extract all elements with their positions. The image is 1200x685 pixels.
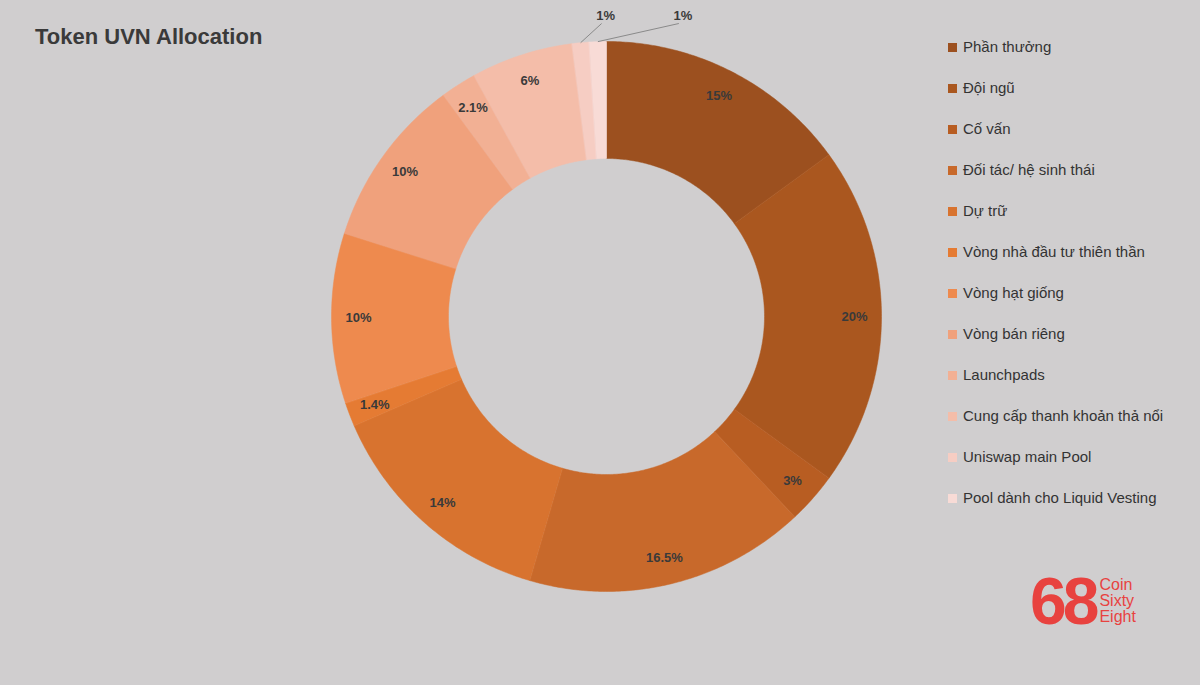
svg-text:20%: 20%: [841, 309, 867, 324]
html-text:Vòng nhà đầu tư thiên thần: Vòng nhà đầu tư thiên thần: [963, 243, 1145, 260]
html-text:Phần thưởng: Phần thưởng: [963, 38, 1052, 55]
html-text:Token UVN Allocation: Token UVN Allocation: [35, 24, 263, 49]
svg-text:16.5%: 16.5%: [646, 550, 683, 565]
svg-text:2.1%: 2.1%: [458, 100, 488, 115]
svg-text:1%: 1%: [596, 8, 615, 23]
html-text:Cung cấp thanh khoản thả nổi: Cung cấp thanh khoản thả nổi: [963, 407, 1164, 424]
svg-text:3%: 3%: [783, 473, 802, 488]
svg-text:1%: 1%: [673, 8, 692, 23]
html-text:Sixty: Sixty: [1099, 592, 1135, 609]
svg-text:6%: 6%: [520, 73, 539, 88]
svg-text:10%: 10%: [392, 164, 418, 179]
html-text:Đối tác/ hệ sinh thái: Đối tác/ hệ sinh thái: [963, 161, 1095, 178]
html-text:Pool dành cho Liquid Vesting: Pool dành cho Liquid Vesting: [963, 489, 1157, 506]
html-text:Coin: Coin: [1099, 576, 1133, 593]
html-text:Uniswap main Pool: Uniswap main Pool: [963, 448, 1092, 465]
svg-text:1.4%: 1.4%: [360, 397, 390, 412]
svg-text:10%: 10%: [345, 310, 371, 325]
html-text:Dự trữ: Dự trữ: [963, 202, 1008, 219]
html-text:68: 68: [1030, 564, 1096, 638]
svg-text:14%: 14%: [429, 495, 455, 510]
svg-text:15%: 15%: [706, 88, 732, 103]
html-text:Vòng bán riêng: Vòng bán riêng: [963, 325, 1065, 342]
html-text:Eight: Eight: [1099, 608, 1136, 625]
html-text:Launchpads: Launchpads: [963, 366, 1045, 383]
html-text:Cố vấn: Cố vấn: [963, 120, 1011, 137]
html-text:Đội ngũ: Đội ngũ: [963, 79, 1015, 96]
html-text:Vòng hạt giống: Vòng hạt giống: [963, 284, 1064, 301]
